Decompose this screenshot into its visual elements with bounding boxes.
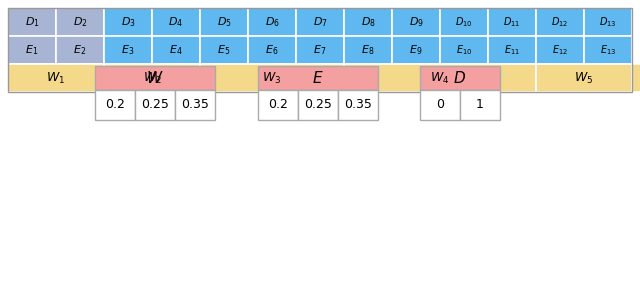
Text: $E_7$: $E_7$ bbox=[314, 43, 326, 57]
Bar bbox=[200, 8, 248, 36]
Text: $D_5$: $D_5$ bbox=[216, 15, 232, 29]
Bar bbox=[536, 36, 584, 64]
Text: 0.2: 0.2 bbox=[268, 98, 288, 111]
Text: $E_8$: $E_8$ bbox=[362, 43, 374, 57]
Bar bbox=[104, 8, 152, 36]
Bar bbox=[344, 8, 392, 36]
Bar bbox=[440, 8, 488, 36]
Bar bbox=[338, 90, 378, 120]
Bar bbox=[420, 66, 500, 90]
Text: 0: 0 bbox=[436, 98, 444, 111]
Text: $\mathit{E}$: $\mathit{E}$ bbox=[312, 70, 324, 86]
Text: $E_{13}$: $E_{13}$ bbox=[600, 43, 616, 57]
Bar bbox=[460, 90, 500, 120]
Text: $D_{10}$: $D_{10}$ bbox=[455, 15, 473, 29]
Text: $D_4$: $D_4$ bbox=[168, 15, 184, 29]
Text: $D_3$: $D_3$ bbox=[120, 15, 136, 29]
Bar bbox=[296, 36, 344, 64]
Bar bbox=[95, 90, 135, 120]
Bar bbox=[152, 36, 200, 64]
Text: $D_{12}$: $D_{12}$ bbox=[551, 15, 569, 29]
Bar bbox=[8, 8, 632, 92]
Bar bbox=[392, 36, 440, 64]
Bar bbox=[488, 36, 536, 64]
Bar bbox=[488, 8, 536, 36]
Bar bbox=[296, 8, 344, 36]
Bar bbox=[258, 90, 298, 120]
Text: $W_3$: $W_3$ bbox=[262, 71, 282, 86]
Text: $D_{11}$: $D_{11}$ bbox=[503, 15, 521, 29]
Text: $D_2$: $D_2$ bbox=[73, 15, 87, 29]
Text: $E_4$: $E_4$ bbox=[169, 43, 183, 57]
Text: $D_9$: $D_9$ bbox=[408, 15, 424, 29]
Bar bbox=[8, 64, 104, 92]
Bar bbox=[536, 64, 632, 92]
Text: $D_8$: $D_8$ bbox=[360, 15, 376, 29]
Bar bbox=[344, 64, 536, 92]
Bar bbox=[200, 36, 248, 64]
Text: $\mathit{D}$: $\mathit{D}$ bbox=[454, 70, 467, 86]
Bar bbox=[175, 90, 215, 120]
Bar bbox=[8, 36, 56, 64]
Bar bbox=[248, 36, 296, 64]
Text: $E_2$: $E_2$ bbox=[74, 43, 86, 57]
Text: $W_2$: $W_2$ bbox=[143, 71, 161, 86]
Bar bbox=[104, 64, 200, 92]
Bar bbox=[135, 90, 175, 120]
Text: $W_1$: $W_1$ bbox=[47, 71, 65, 86]
Bar bbox=[152, 8, 200, 36]
Bar bbox=[104, 36, 152, 64]
Text: $D_6$: $D_6$ bbox=[264, 15, 280, 29]
Bar bbox=[95, 66, 215, 90]
Text: 1: 1 bbox=[476, 98, 484, 111]
Text: $D_7$: $D_7$ bbox=[312, 15, 328, 29]
Text: $\mathit{W}$: $\mathit{W}$ bbox=[146, 70, 164, 86]
Text: $D_1$: $D_1$ bbox=[24, 15, 40, 29]
Text: $W_4$: $W_4$ bbox=[430, 71, 450, 86]
Bar bbox=[56, 8, 104, 36]
Text: 0.25: 0.25 bbox=[304, 98, 332, 111]
Text: $W_5$: $W_5$ bbox=[575, 71, 593, 86]
Text: 0.35: 0.35 bbox=[181, 98, 209, 111]
Bar bbox=[440, 36, 488, 64]
Bar bbox=[200, 64, 344, 92]
Text: 0.2: 0.2 bbox=[105, 98, 125, 111]
Text: 0.35: 0.35 bbox=[344, 98, 372, 111]
Bar bbox=[298, 90, 338, 120]
Bar bbox=[584, 8, 632, 36]
Text: $E_5$: $E_5$ bbox=[218, 43, 230, 57]
Bar bbox=[56, 36, 104, 64]
Bar bbox=[420, 90, 460, 120]
Text: $E_1$: $E_1$ bbox=[26, 43, 38, 57]
Text: $D_{13}$: $D_{13}$ bbox=[599, 15, 617, 29]
Bar bbox=[584, 36, 632, 64]
Text: 0.25: 0.25 bbox=[141, 98, 169, 111]
Bar bbox=[536, 8, 584, 36]
Text: $E_3$: $E_3$ bbox=[122, 43, 134, 57]
Bar bbox=[344, 36, 392, 64]
Bar bbox=[392, 8, 440, 36]
Bar bbox=[248, 8, 296, 36]
Bar bbox=[632, 64, 640, 92]
Bar bbox=[258, 66, 378, 90]
Text: $E_{12}$: $E_{12}$ bbox=[552, 43, 568, 57]
Bar bbox=[8, 8, 56, 36]
Text: $E_{11}$: $E_{11}$ bbox=[504, 43, 520, 57]
Text: $E_6$: $E_6$ bbox=[266, 43, 278, 57]
Text: $E_9$: $E_9$ bbox=[410, 43, 422, 57]
Text: $E_{10}$: $E_{10}$ bbox=[456, 43, 472, 57]
